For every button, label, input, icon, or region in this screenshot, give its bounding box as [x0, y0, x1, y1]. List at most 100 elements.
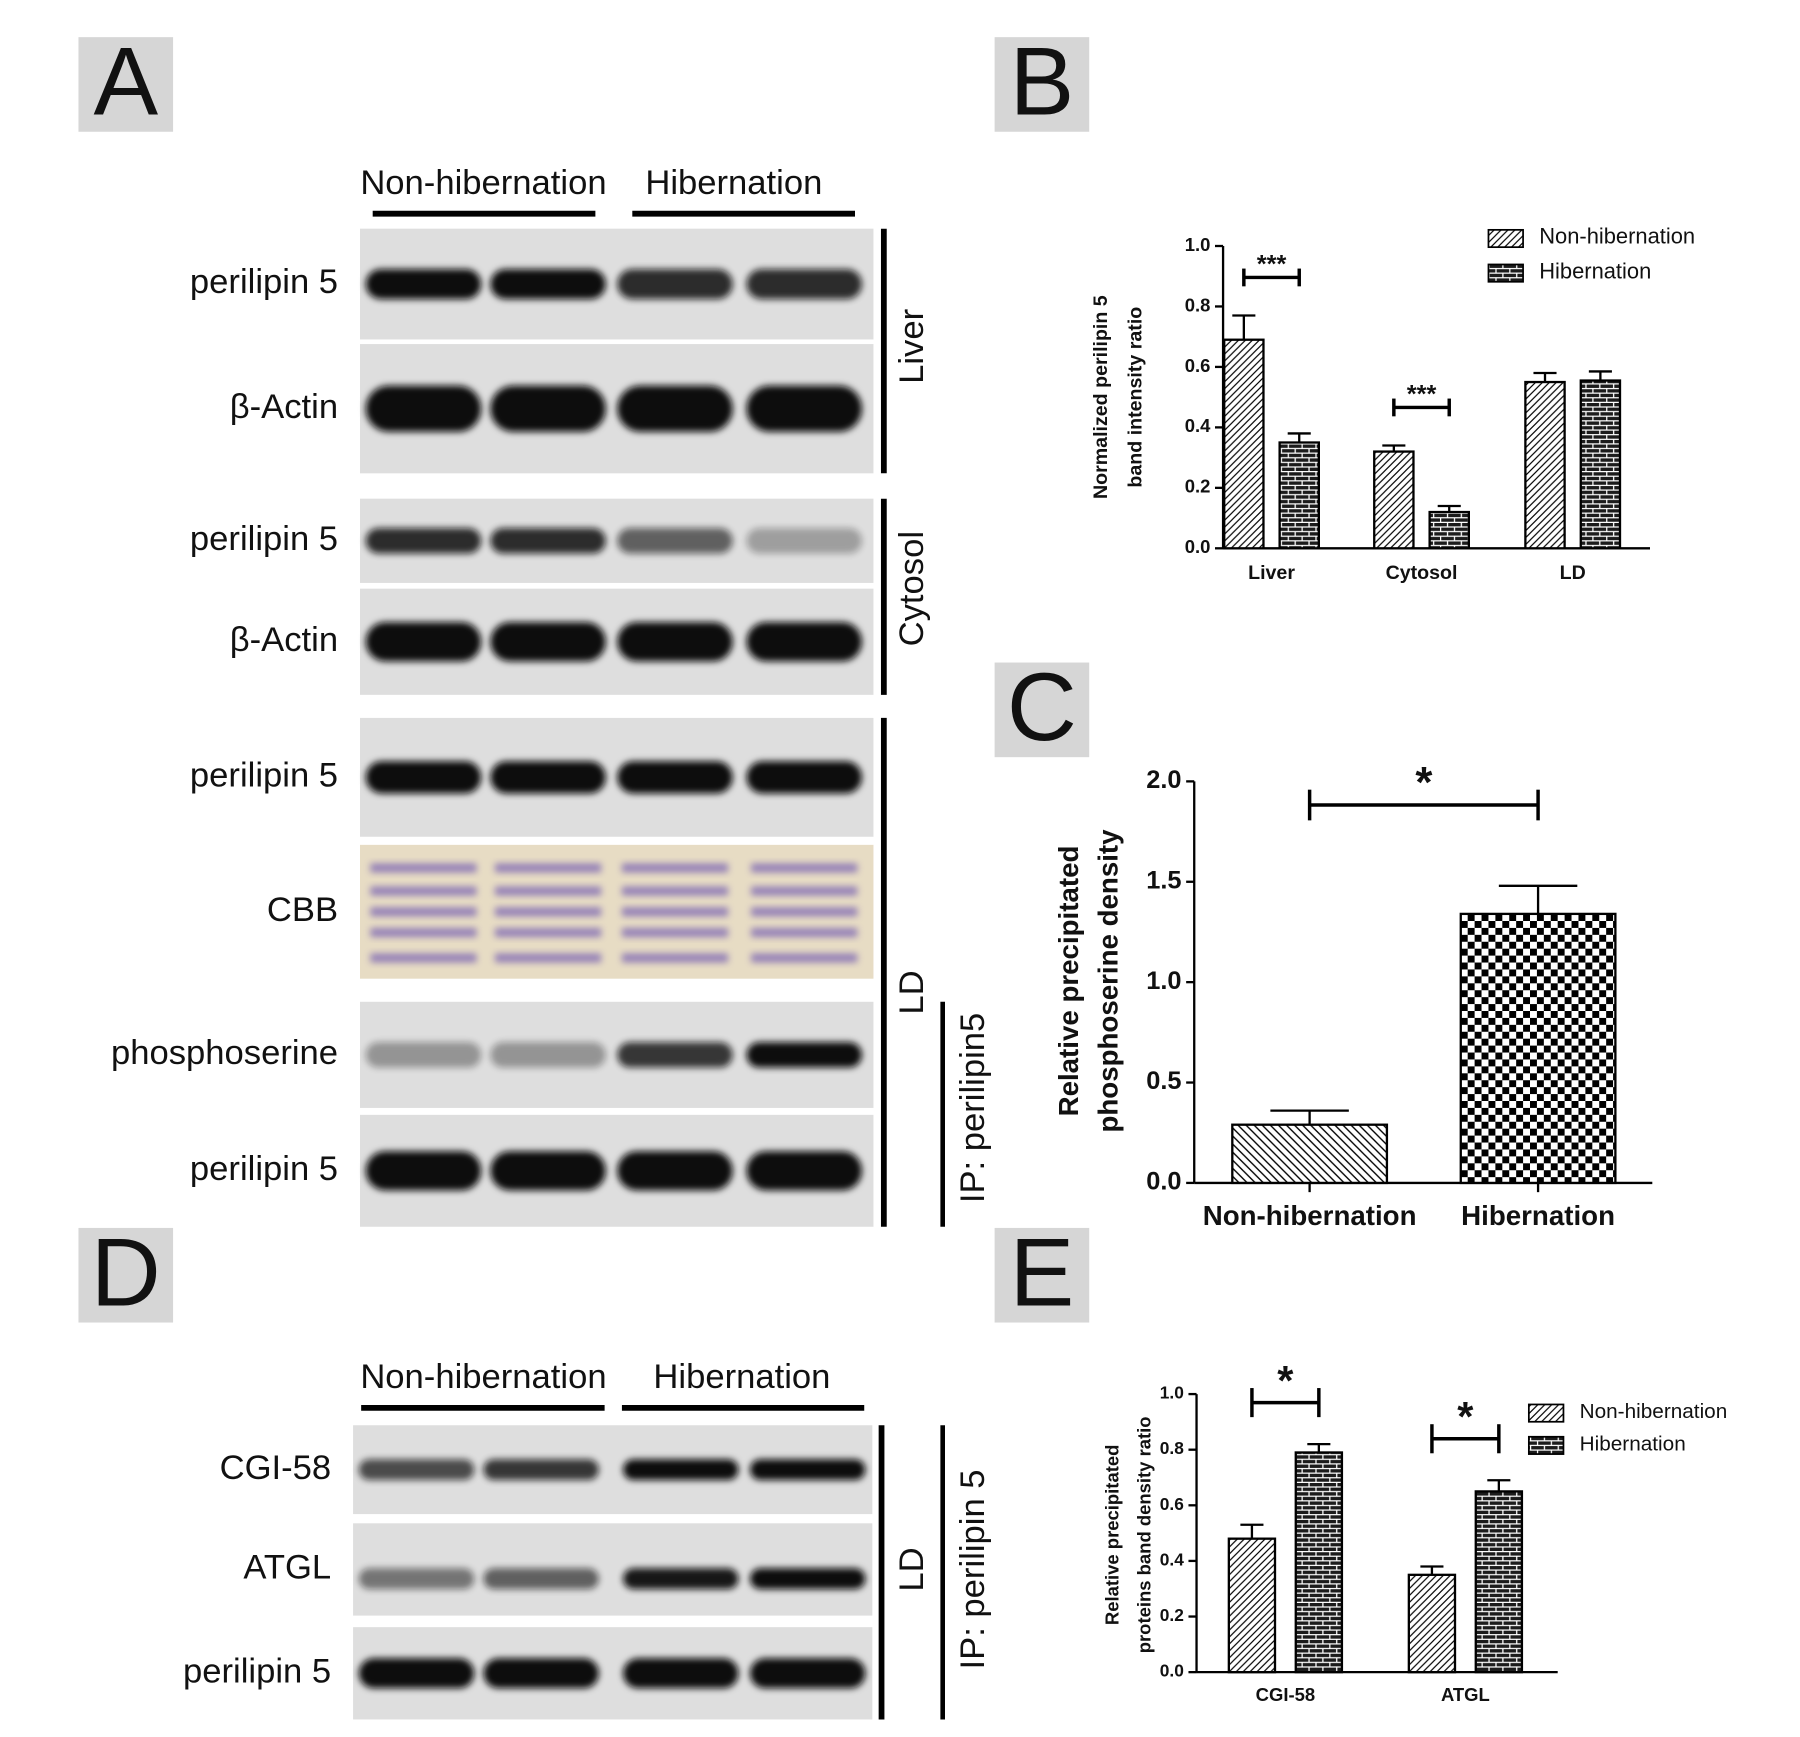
blot-band: [751, 886, 858, 896]
bar: [1227, 1537, 1277, 1674]
y-tick-label: 0.0: [1185, 536, 1211, 557]
y-tick-label: 0.4: [1160, 1549, 1184, 1569]
bar: [1294, 1451, 1344, 1674]
y-axis-label: Relative precipitated: [1101, 1445, 1122, 1626]
blot-band: [365, 761, 482, 794]
y-tick-label: 1.0: [1146, 967, 1181, 995]
row-label: perilipin 5: [190, 520, 338, 558]
blot-band: [358, 1568, 475, 1590]
blot-band: [490, 761, 606, 794]
bar: [1373, 450, 1415, 550]
blot-band: [495, 863, 602, 873]
panel-label-box: [78, 37, 174, 132]
blot-band: [746, 528, 862, 554]
group-label: Hibernation: [645, 164, 822, 202]
blot-band: [621, 907, 729, 917]
bar: [1428, 510, 1470, 550]
blot-band: [370, 863, 477, 873]
blot-band: [490, 1042, 606, 1068]
panel-label: E: [1010, 1217, 1075, 1326]
blot-band: [617, 385, 733, 432]
blot-band: [483, 1459, 599, 1481]
legend-swatch: [1487, 228, 1524, 249]
blot-band: [746, 761, 862, 794]
fraction-label: Cytosol: [893, 531, 931, 646]
y-axis-label: phosphoserine density: [1092, 829, 1123, 1133]
panel-label-box: [78, 1227, 174, 1323]
panel-label: B: [1010, 27, 1075, 136]
x-tick-label: CGI-58: [1256, 1684, 1315, 1705]
blot-band: [495, 907, 602, 917]
blot-band: [617, 622, 733, 662]
blot-band: [750, 1459, 866, 1481]
blot-band: [617, 1042, 733, 1068]
x-tick-label: Liver: [1248, 562, 1295, 584]
panel-label: D: [91, 1217, 161, 1326]
significance-label: ***: [1257, 251, 1287, 279]
blot-band: [358, 1658, 475, 1689]
row-label: perilipin 5: [190, 263, 338, 301]
y-tick-label: 0.2: [1160, 1605, 1184, 1625]
y-tick-label: 0.8: [1185, 294, 1211, 315]
bar: [1407, 1573, 1457, 1674]
panel-label-box: [994, 37, 1090, 132]
row-label: perilipin 5: [190, 756, 338, 794]
blot-band: [746, 269, 862, 300]
significance-label: ***: [1407, 381, 1437, 409]
blot-band: [617, 761, 733, 794]
blot-band: [617, 269, 733, 300]
blot-band: [623, 1658, 739, 1689]
blot-band: [483, 1568, 599, 1590]
legend-label: Hibernation: [1580, 1432, 1686, 1455]
blot-band: [495, 953, 602, 963]
y-tick-label: 0.4: [1185, 415, 1211, 436]
blot-band: [490, 622, 606, 662]
panel-label-box: [994, 662, 1090, 758]
y-tick-label: 0.5: [1146, 1067, 1181, 1095]
significance-label: *: [1457, 1393, 1474, 1440]
y-axis-label: band intensity ratio: [1125, 307, 1147, 488]
blot-band: [490, 528, 606, 554]
y-tick-label: 0.6: [1185, 355, 1211, 376]
blot-band: [617, 528, 733, 554]
panel-label: C: [1007, 652, 1077, 761]
blot-band: [370, 907, 477, 917]
blot-band: [751, 907, 858, 917]
bar: [1278, 441, 1320, 550]
group-label: Non-hibernation: [360, 164, 606, 202]
ip-label: IP: perilipin 5: [954, 1469, 992, 1669]
x-tick-label: Non-hibernation: [1203, 1200, 1417, 1231]
group-label: Non-hibernation: [360, 1358, 606, 1396]
blot-band: [746, 622, 862, 662]
legend-swatch: [1527, 1403, 1565, 1423]
blot-band: [490, 1151, 606, 1191]
y-tick-label: 0.0: [1146, 1168, 1181, 1196]
blot-band: [358, 1459, 475, 1481]
y-tick-label: 1.0: [1185, 234, 1211, 255]
y-tick-label: 2.0: [1146, 766, 1181, 794]
blot-band: [365, 1151, 482, 1191]
group-label: Hibernation: [653, 1358, 830, 1396]
blot-band: [623, 1568, 739, 1590]
blot-band: [750, 1568, 866, 1590]
fraction-label: Liver: [893, 309, 931, 384]
row-label: phosphoserine: [111, 1034, 338, 1072]
significance-label: *: [1277, 1357, 1294, 1404]
blot-band: [621, 927, 729, 938]
legend-label: Non-hibernation: [1539, 224, 1695, 249]
legend-swatch: [1487, 263, 1524, 283]
blot-band: [750, 1658, 866, 1689]
x-tick-label: Cytosol: [1386, 562, 1458, 584]
blot-band: [621, 886, 729, 896]
blot-band: [495, 927, 602, 938]
row-label: CGI-58: [220, 1449, 332, 1487]
y-axis-label: proteins band density ratio: [1134, 1416, 1155, 1653]
blot-band: [623, 1459, 739, 1481]
y-axis-label: Relative precipitated: [1053, 846, 1084, 1117]
blot-band: [490, 269, 606, 300]
bar: [1231, 1123, 1389, 1185]
significance-label: *: [1415, 758, 1433, 807]
blot-band: [746, 1151, 862, 1191]
y-tick-label: 1.0: [1160, 1383, 1184, 1403]
